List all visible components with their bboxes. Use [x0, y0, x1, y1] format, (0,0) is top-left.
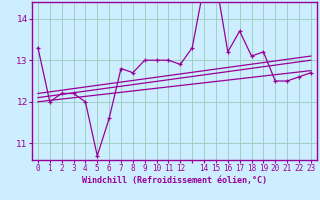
X-axis label: Windchill (Refroidissement éolien,°C): Windchill (Refroidissement éolien,°C) [82, 176, 267, 185]
